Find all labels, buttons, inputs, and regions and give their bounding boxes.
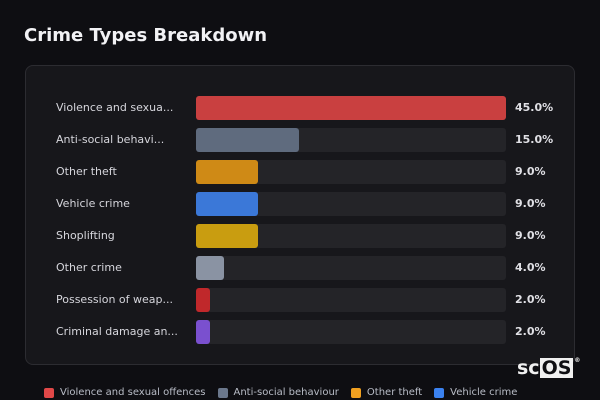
- logo-registered: ®: [574, 357, 581, 364]
- bar-track: [196, 320, 506, 344]
- legend-label: Anti-social behaviour: [233, 387, 339, 398]
- bar-row: Shoplifting 9.0%: [26, 224, 574, 248]
- bar-row: Possession of weap... 2.0%: [26, 288, 574, 312]
- legend-item[interactable]: Anti-social behaviour: [217, 387, 339, 398]
- bar-row: Violence and sexua... 45.0%: [26, 96, 574, 120]
- legend-swatch: [434, 387, 445, 398]
- legend-item[interactable]: Vehicle crime: [434, 387, 517, 398]
- category-label: Shoplifting: [56, 229, 115, 242]
- logo-text-sc: sc: [517, 357, 540, 379]
- category-label: Criminal damage an...: [56, 325, 178, 338]
- bar-row: Other theft 9.0%: [26, 160, 574, 184]
- legend: Violence and sexual offences Anti-social …: [44, 387, 517, 398]
- category-label: Violence and sexua...: [56, 101, 174, 114]
- bar[interactable]: [196, 224, 258, 248]
- category-label: Other theft: [56, 165, 117, 178]
- bar-track: [196, 256, 506, 280]
- legend-item[interactable]: Other theft: [350, 387, 423, 398]
- value-label: 9.0%: [515, 165, 546, 178]
- bar[interactable]: [196, 256, 224, 280]
- legend-label: Other theft: [366, 387, 423, 398]
- value-label: 4.0%: [515, 261, 546, 274]
- category-label: Possession of weap...: [56, 293, 173, 306]
- value-label: 9.0%: [515, 197, 546, 210]
- bar-track: [196, 192, 506, 216]
- chart-card: Violence and sexua... 45.0% Anti-social b…: [25, 65, 575, 365]
- value-label: 15.0%: [515, 133, 554, 146]
- logo-text-os: OS: [539, 357, 574, 379]
- bar-track: [196, 288, 506, 312]
- bar-track: [196, 224, 506, 248]
- category-label: Vehicle crime: [56, 197, 130, 210]
- value-label: 9.0%: [515, 229, 546, 242]
- bar[interactable]: [196, 128, 300, 152]
- bar[interactable]: [196, 320, 210, 344]
- bar-track: [196, 128, 506, 152]
- bar-track: [196, 96, 506, 120]
- bar[interactable]: [196, 96, 506, 120]
- bar[interactable]: [196, 160, 258, 184]
- legend-label: Violence and sexual offences: [60, 387, 206, 398]
- legend-item[interactable]: Violence and sexual offences: [44, 387, 206, 398]
- bar[interactable]: [196, 192, 258, 216]
- bar-row: Vehicle crime 9.0%: [26, 192, 574, 216]
- value-label: 45.0%: [515, 101, 554, 114]
- scos-logo: sc OS ®: [517, 357, 580, 379]
- bar-track: [196, 160, 506, 184]
- category-label: Other crime: [56, 261, 122, 274]
- value-label: 2.0%: [515, 325, 546, 338]
- bar-row: Criminal damage an... 2.0%: [26, 320, 574, 344]
- value-label: 2.0%: [515, 293, 546, 306]
- legend-label: Vehicle crime: [450, 387, 518, 398]
- bar-row: Other crime 4.0%: [26, 256, 574, 280]
- bar[interactable]: [196, 288, 210, 312]
- legend-swatch: [44, 387, 54, 398]
- legend-swatch: [217, 387, 228, 398]
- bar-row: Anti-social behavi... 15.0%: [26, 128, 574, 152]
- chart-title: Crime Types Breakdown: [24, 25, 268, 46]
- legend-swatch: [350, 387, 361, 398]
- category-label: Anti-social behavi...: [56, 133, 165, 146]
